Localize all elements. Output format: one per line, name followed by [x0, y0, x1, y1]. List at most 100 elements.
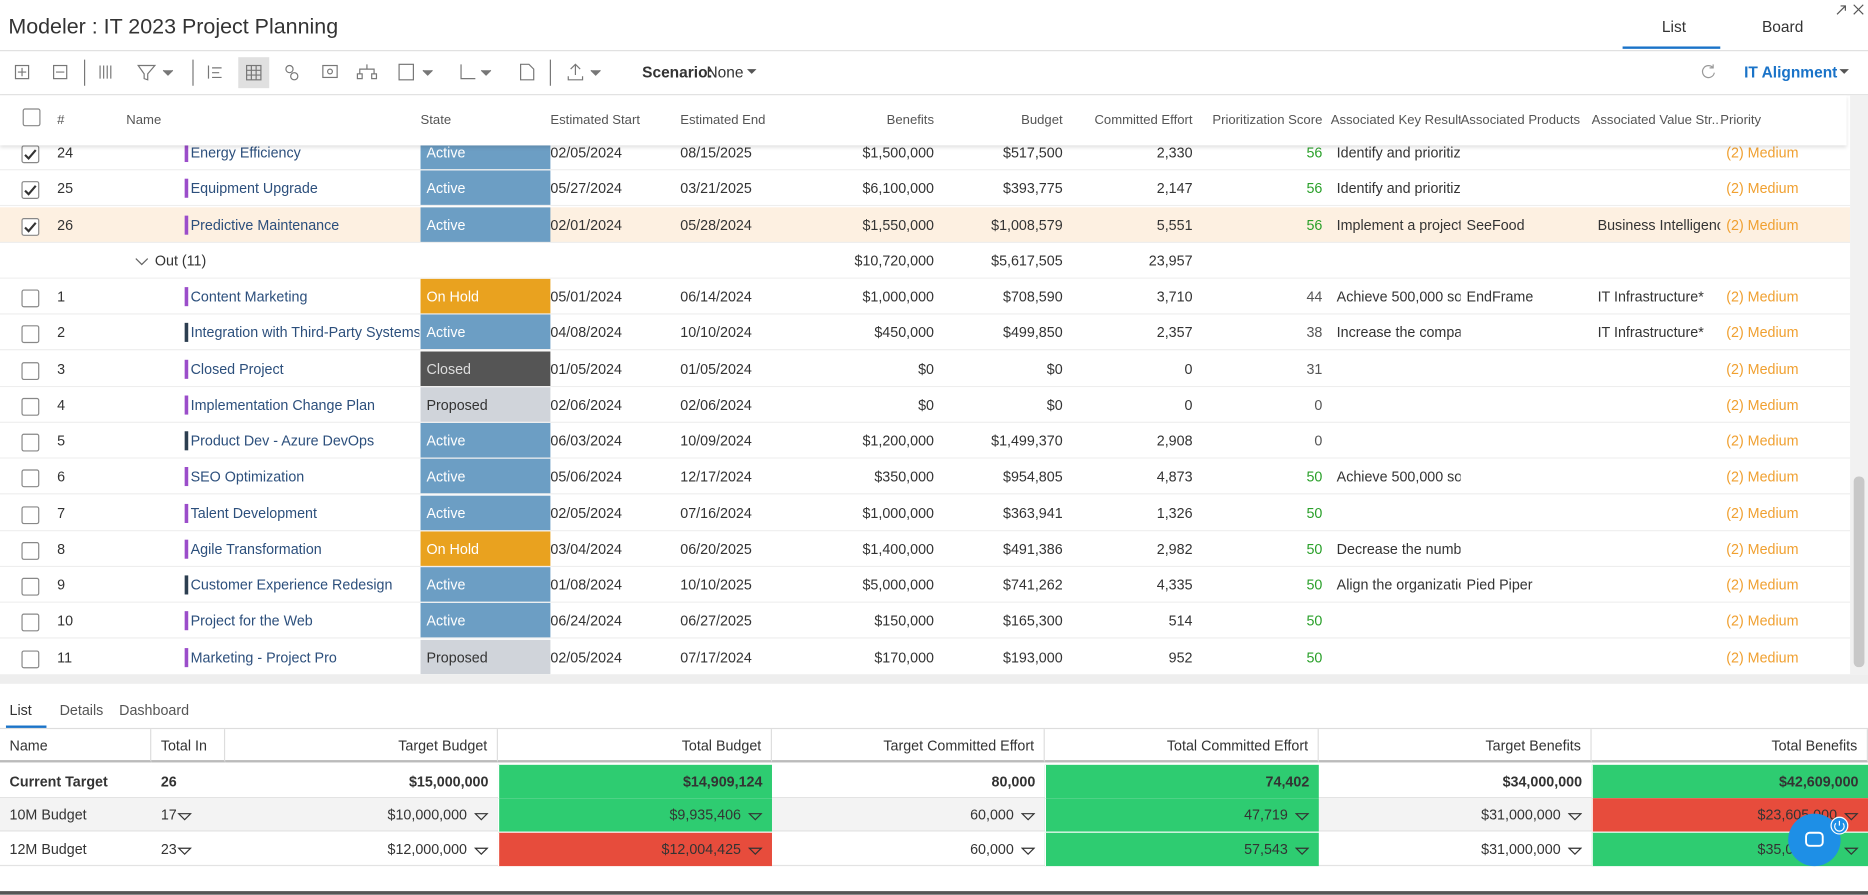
summary-cell[interactable]: $9,935,406	[497, 798, 772, 832]
summary-header[interactable]: Target Committed Effort	[771, 729, 1045, 763]
dropdown-arrow[interactable]	[1843, 809, 1859, 826]
checkbox[interactable]	[21, 505, 40, 524]
column-header[interactable]: Associated Key Results	[1330, 113, 1461, 128]
checkbox[interactable]	[21, 145, 40, 164]
cell-name[interactable]: Agile Transformation	[190, 540, 322, 558]
view-selector[interactable]: IT Alignment	[1744, 63, 1838, 82]
bottom-tab[interactable]: Dashboard	[119, 701, 190, 719]
cell-name[interactable]: Equipment Upgrade	[190, 180, 318, 197]
checkbox[interactable]	[21, 181, 40, 200]
checkbox[interactable]	[21, 469, 40, 488]
cell-name[interactable]: Predictive Maintenance	[190, 216, 340, 233]
summary-cell[interactable]: 57,543	[1044, 832, 1319, 866]
cell-name[interactable]: Customer Experience Redesign	[190, 576, 393, 594]
cell-name[interactable]: SEO Optimization	[190, 468, 305, 486]
column-header[interactable]: Associated Products	[1460, 113, 1581, 128]
column-header[interactable]: Name	[126, 113, 162, 128]
checkbox[interactable]	[21, 397, 40, 416]
bottom-tab[interactable]: Details	[59, 701, 104, 719]
cell-name[interactable]: Closed Project	[190, 360, 284, 378]
dropdown-arrow[interactable]	[1567, 809, 1583, 826]
group-label[interactable]: Out (11)	[154, 252, 207, 269]
dropdown-arrow[interactable]	[747, 843, 763, 860]
cell-name[interactable]: Project for the Web	[190, 612, 313, 630]
dropdown-arrow[interactable]	[1020, 809, 1036, 826]
refresh-icon[interactable]	[1700, 63, 1717, 80]
cell-name[interactable]: Talent Development	[190, 504, 317, 522]
cell-name[interactable]: Product Dev - Azure DevOps	[190, 432, 375, 450]
checkbox[interactable]	[21, 649, 40, 668]
summary-cell[interactable]: 60,000	[970, 840, 1014, 858]
window-controls[interactable]	[1835, 2, 1866, 16]
dropdown-arrow[interactable]	[1294, 843, 1310, 860]
summary-cell[interactable]: 60,000	[970, 806, 1014, 824]
summary-cell[interactable]: $31,000,000	[1481, 806, 1561, 824]
dropdown-arrow[interactable]	[1567, 843, 1583, 860]
column-header[interactable]: State	[420, 113, 452, 128]
cell-benefits: $450,000	[874, 324, 935, 342]
summary-cell[interactable]: $12,004,425	[497, 832, 772, 866]
cell-name[interactable]: Marketing - Project Pro	[190, 648, 337, 666]
dropdown-arrow[interactable]	[747, 809, 763, 826]
cell-effort: 2,330	[1156, 145, 1193, 161]
checkbox[interactable]	[21, 433, 40, 452]
cell-score: 0	[1314, 432, 1323, 450]
cell-state: Active	[420, 567, 551, 602]
dropdown-arrow[interactable]	[177, 809, 193, 826]
checkbox[interactable]	[21, 217, 40, 236]
dropdown-arrow[interactable]	[473, 843, 489, 860]
h-scrollbar[interactable]	[0, 674, 1868, 684]
cell-budget: $517,500	[1003, 145, 1063, 161]
column-header[interactable]: Priority	[1720, 113, 1762, 128]
assistant-button[interactable]	[1786, 810, 1857, 870]
cell-name[interactable]: Energy Efficiency	[190, 145, 301, 161]
summary-header[interactable]: Total Benefits	[1591, 729, 1868, 763]
column-header[interactable]: Associated Value Str...	[1591, 113, 1721, 128]
column-header[interactable]: #	[57, 113, 65, 128]
toolbar-icons[interactable]	[0, 52, 619, 93]
column-header[interactable]: Estimated End	[680, 113, 766, 128]
summary-header[interactable]: Total Committed Effort	[1044, 729, 1319, 763]
column-header[interactable]: Benefits	[886, 113, 935, 128]
cell-priority: (2) Medium	[1726, 180, 1799, 197]
column-header[interactable]: Prioritization Score	[1212, 113, 1323, 128]
checkbox[interactable]	[21, 541, 40, 560]
summary-cell[interactable]: $12,000,000	[387, 840, 468, 858]
cell-name[interactable]: Implementation Change Plan	[190, 396, 375, 414]
checkbox[interactable]	[21, 289, 40, 308]
column-header[interactable]: Estimated Start	[550, 113, 640, 128]
scenario-value[interactable]: None	[706, 63, 744, 82]
checkbox[interactable]	[21, 613, 40, 632]
summary-cell[interactable]: $10,000,000	[387, 806, 468, 824]
cell-name[interactable]: Integration with Third-Party Systems	[190, 324, 420, 342]
column-header[interactable]: Committed Effort	[1094, 113, 1193, 128]
summary-cell[interactable]: $31,000,000	[1481, 840, 1561, 858]
dropdown-arrow[interactable]	[1294, 809, 1310, 826]
summary-header[interactable]: Total Budget	[497, 729, 772, 763]
checkbox[interactable]	[21, 577, 40, 596]
view-dropdown[interactable]	[1838, 68, 1850, 78]
summary-cell[interactable]: 17	[160, 806, 177, 824]
scenario-dropdown[interactable]	[746, 68, 758, 78]
summary-header[interactable]: Total In	[151, 729, 226, 763]
dropdown-arrow[interactable]	[1843, 843, 1859, 860]
tab-board[interactable]: Board	[1761, 17, 1804, 36]
bottom-tab[interactable]: List	[9, 701, 32, 719]
dropdown-arrow[interactable]	[1020, 843, 1036, 860]
dropdown-arrow[interactable]	[473, 809, 489, 826]
summary-header[interactable]: Target Budget	[225, 729, 498, 763]
column-header[interactable]: Budget	[1021, 113, 1063, 128]
checkbox[interactable]	[21, 325, 40, 344]
cell-name[interactable]: Content Marketing	[190, 288, 308, 305]
cell-budget: $708,590	[1003, 288, 1063, 305]
summary-header[interactable]: Target Benefits	[1318, 729, 1592, 763]
dropdown-arrow[interactable]	[177, 843, 193, 860]
summary-row	[0, 832, 1868, 866]
scrollbar[interactable]	[1850, 95, 1868, 675]
summary-cell[interactable]: 23	[160, 840, 177, 858]
tab-list[interactable]: List	[1661, 17, 1687, 36]
summary-header[interactable]: Name	[0, 729, 152, 763]
checkbox[interactable]	[22, 108, 41, 127]
summary-cell[interactable]: 47,719	[1044, 798, 1319, 832]
checkbox[interactable]	[21, 361, 40, 380]
